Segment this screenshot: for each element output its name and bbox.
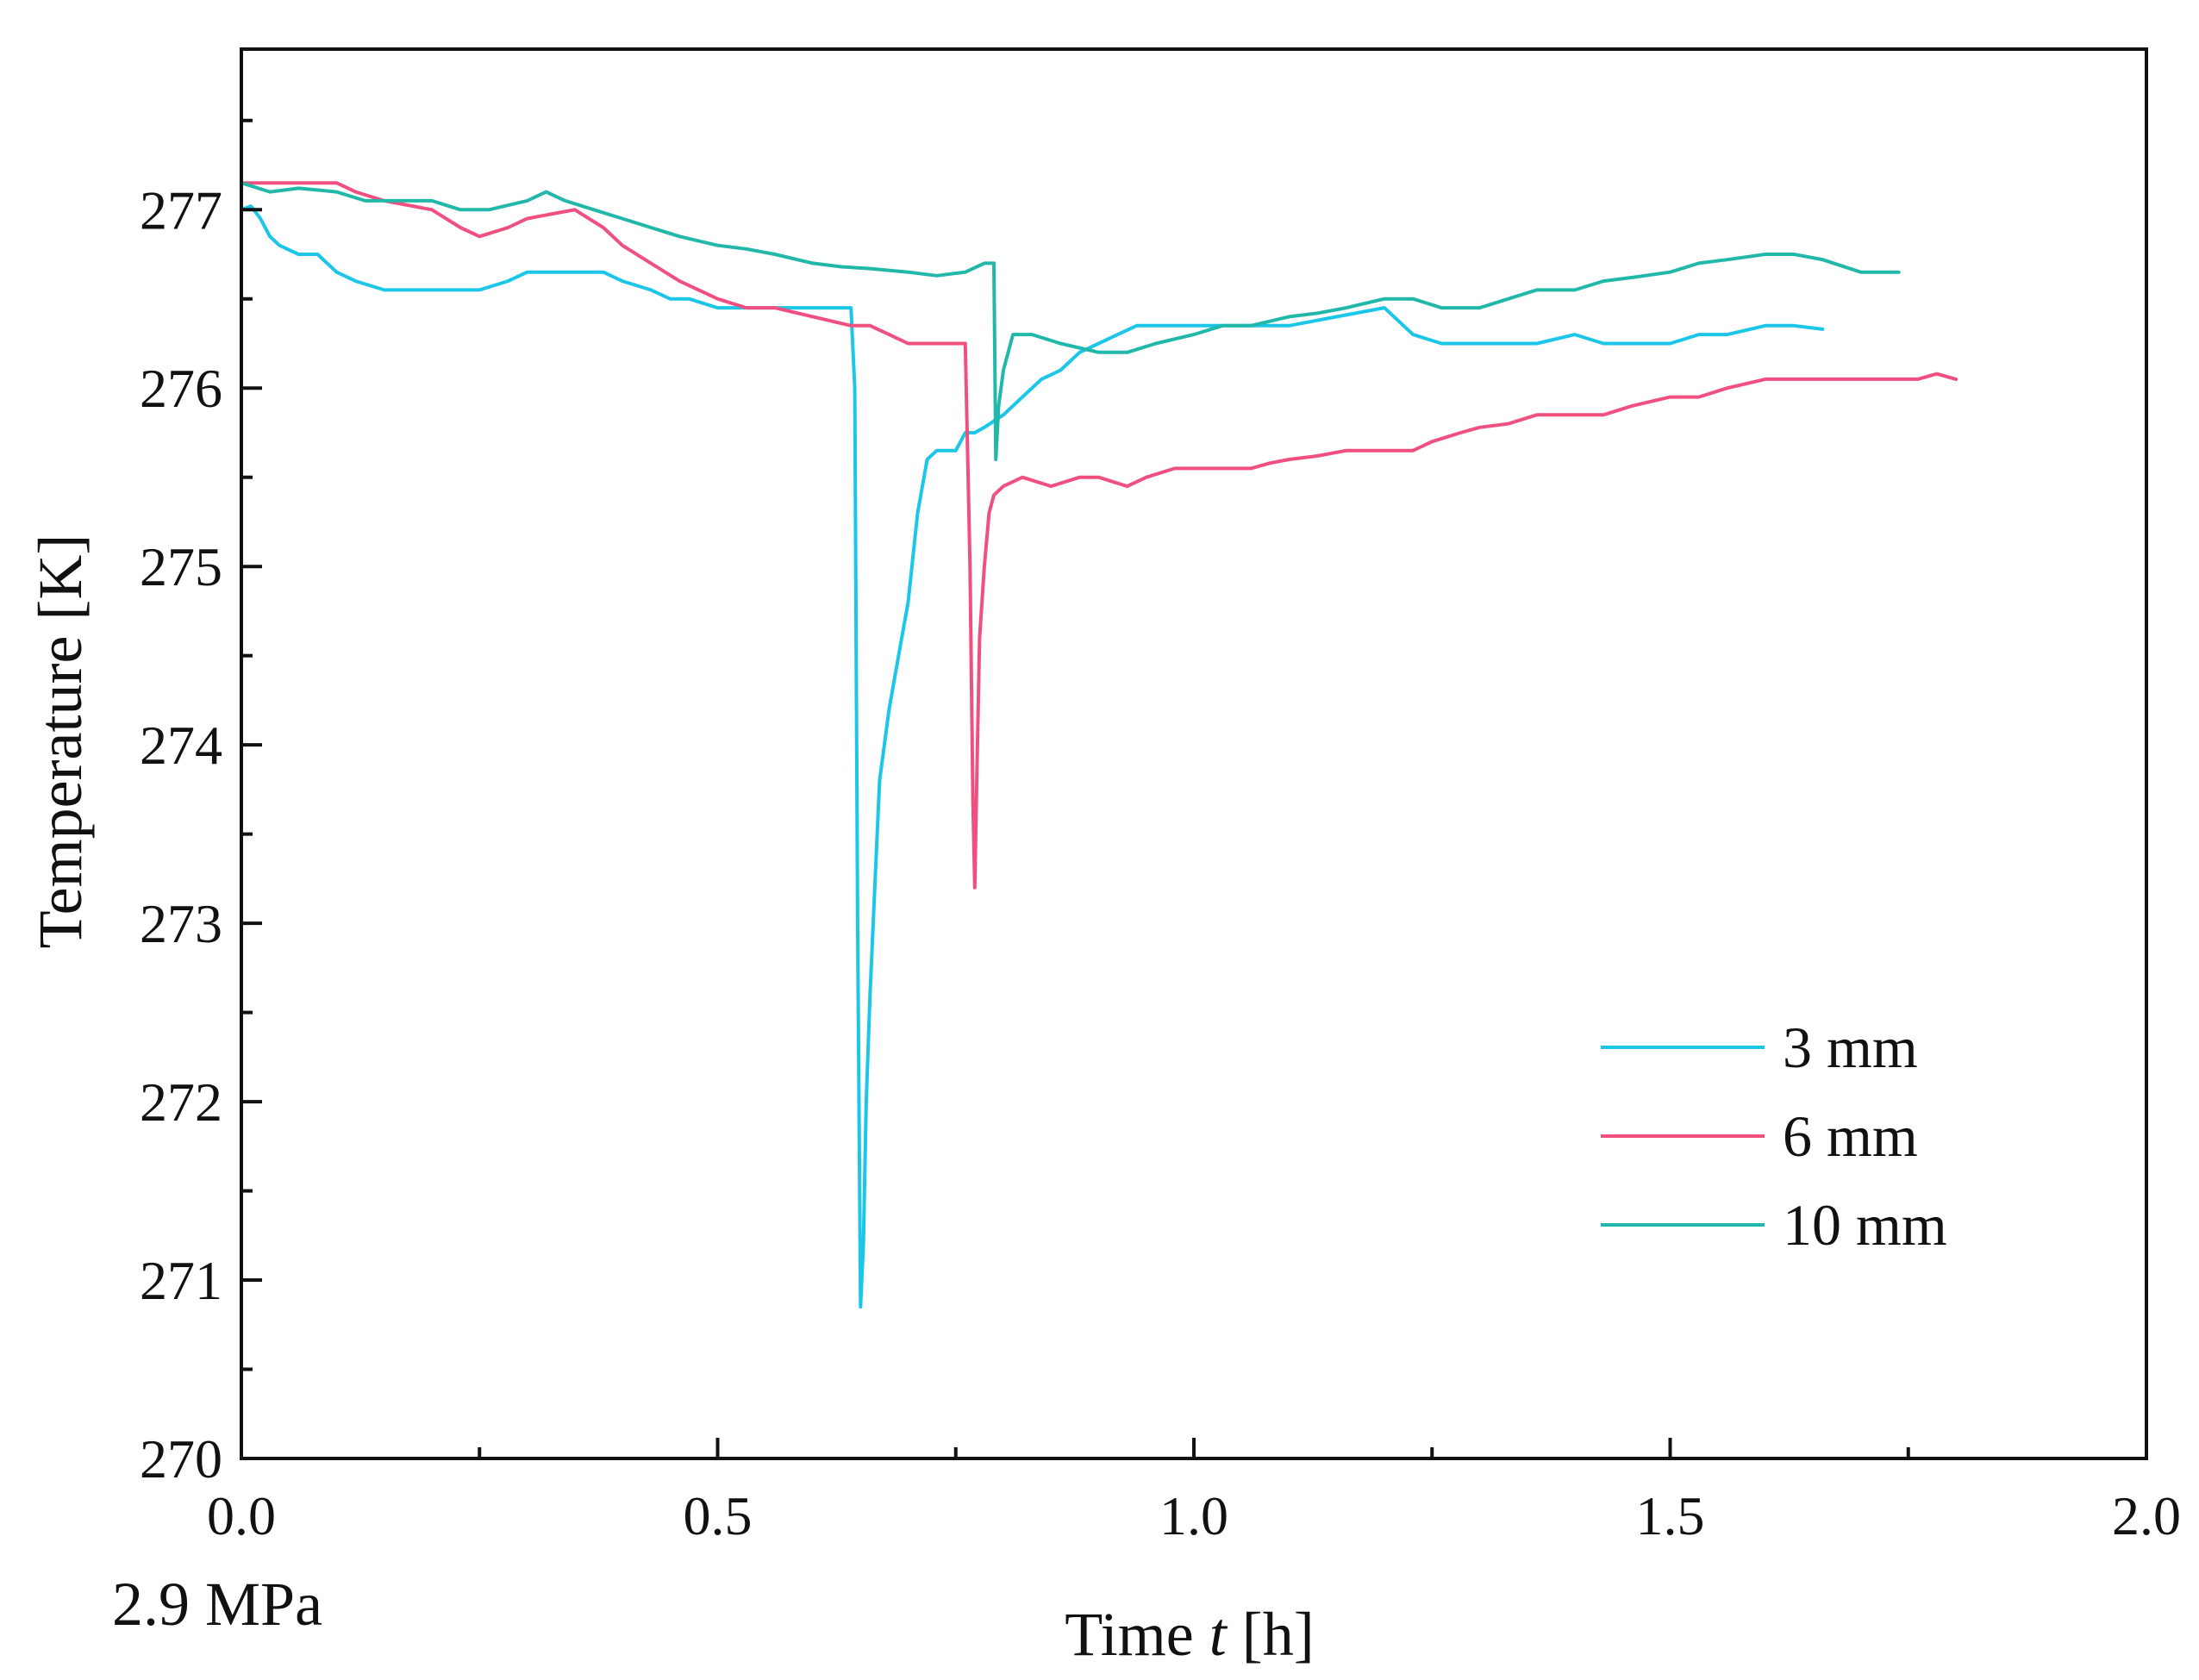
- y-tick-label: 272: [140, 1071, 222, 1133]
- series-layer: [240, 181, 1958, 1309]
- pressure-annotation: 2.9 MPa: [112, 1570, 322, 1639]
- y-tick-label: 275: [140, 536, 222, 597]
- tick-label-layer: 0.0 0.5 1.0 1.5 2.0 270 271 272 273 274 275 276 277: [140, 179, 2181, 1546]
- y-tick-label: 277: [140, 179, 222, 240]
- y-tick-label: 273: [140, 893, 222, 954]
- x-axis-label-suffix: [h]: [1227, 1600, 1315, 1669]
- series-line-3-mm: [240, 204, 1825, 1309]
- series-line-10-mm: [240, 181, 1901, 461]
- x-tick-label: 0.5: [684, 1485, 753, 1546]
- legend-label: 10 mm: [1783, 1192, 1947, 1258]
- x-tick-label: 2.0: [2112, 1485, 2181, 1546]
- y-tick-label: 274: [140, 715, 222, 776]
- series-line-6-mm: [240, 181, 1958, 890]
- x-tick-label: 1.0: [1159, 1485, 1228, 1546]
- x-tick-label: 1.5: [1636, 1485, 1705, 1546]
- x-tick-label: 0.0: [207, 1485, 276, 1546]
- y-tick-label: 276: [140, 358, 222, 419]
- y-tick-label: 270: [140, 1428, 222, 1490]
- x-axis-label-prefix: Time: [1065, 1600, 1209, 1669]
- legend-label: 6 mm: [1783, 1103, 1918, 1169]
- x-axis-label-variable: t: [1209, 1600, 1228, 1669]
- legend-label: 3 mm: [1783, 1015, 1918, 1080]
- y-tick-label: 271: [140, 1250, 222, 1311]
- y-axis-label: Temperature [K]: [26, 534, 95, 949]
- legend: 3 mm 6 mm 10 mm: [1601, 1015, 1947, 1258]
- tick-layer: [240, 118, 2148, 1460]
- x-axis-label: Time t [h]: [1065, 1600, 1314, 1669]
